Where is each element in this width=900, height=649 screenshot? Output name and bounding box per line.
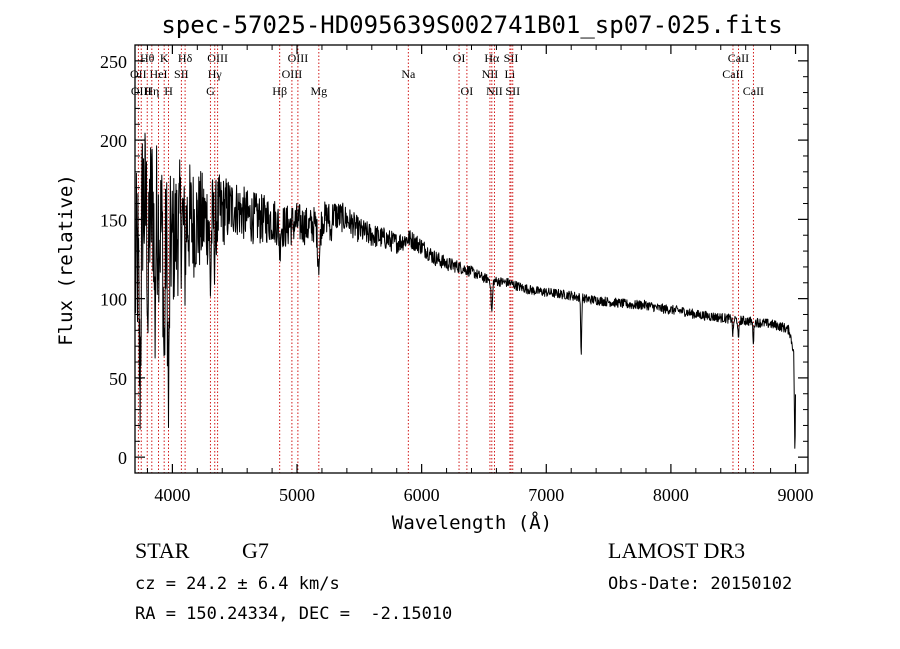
obs-date: Obs-Date: 20150102 (608, 574, 792, 594)
chart-title: spec-57025-HD095639S002741B01_sp07-025.f… (161, 11, 782, 39)
object-class: STAR (135, 538, 190, 563)
redshift-velocity: cz = 24.2 ± 6.4 km/s (135, 574, 340, 594)
survey-name: LAMOST DR3 (608, 538, 745, 563)
line-marker-label: OIII (288, 51, 309, 65)
line-marker-label: Hη (144, 84, 159, 98)
spectrum-series (134, 132, 796, 449)
line-marker-label: G (206, 84, 215, 98)
line-marker-label: Hγ (208, 67, 223, 81)
x-axis: 4000 5000 6000 7000 8000 9000 (146, 45, 814, 505)
x-tick-label: 6000 (404, 485, 440, 505)
line-marker-label: Hα (484, 51, 500, 65)
line-marker-label: Hβ (272, 84, 287, 98)
y-tick-label: 200 (100, 131, 127, 151)
line-marker-label: NII (486, 84, 503, 98)
spectrum-line (134, 132, 796, 449)
y-tick-label: 50 (109, 369, 127, 389)
x-tick-label: 5000 (279, 485, 315, 505)
line-marker-label: SII (505, 84, 520, 98)
line-marker-label: OIII (207, 51, 228, 65)
line-marker-label: Hδ (178, 51, 193, 65)
line-marker-label: CaII (722, 67, 743, 81)
line-marker-label: Li (505, 67, 516, 81)
y-tick-label: 150 (100, 210, 127, 230)
line-marker-label: CaII (728, 51, 749, 65)
line-marker-label: OI (453, 51, 466, 65)
line-marker-label: SII (174, 67, 189, 81)
object-subclass: G7 (242, 538, 269, 563)
x-tick-label: 8000 (653, 485, 689, 505)
y-tick-label: 100 (100, 290, 127, 310)
y-axis-label: Flux (relative) (55, 174, 77, 346)
plot-frame (134, 44, 809, 474)
line-marker-label: OIII (282, 67, 303, 81)
line-marker-label: H (164, 84, 173, 98)
line-marker-label: OII (130, 67, 147, 81)
line-marker-label: HeI (150, 67, 168, 81)
line-marker-label: SII (504, 51, 519, 65)
line-marker-label: Na (401, 67, 416, 81)
x-tick-label: 4000 (154, 485, 190, 505)
x-tick-label: 7000 (528, 485, 564, 505)
y-tick-label: 250 (100, 52, 127, 72)
line-marker-label: K (160, 51, 169, 65)
line-marker-label: Hθ (140, 51, 155, 65)
line-marker-label: NII (482, 67, 499, 81)
line-marker-label: CaII (743, 84, 764, 98)
x-axis-label: Wavelength (Å) (392, 511, 552, 534)
ra-dec: RA = 150.24334, DEC = -2.15010 (135, 604, 452, 624)
line-marker-label: OIII (131, 84, 152, 98)
line-marker-label: OI (461, 84, 474, 98)
y-axis: 0 50 100 150 200 250 (100, 52, 808, 468)
y-tick-label: 0 (118, 448, 127, 468)
x-tick-label: 9000 (778, 485, 814, 505)
line-marker-label: Mg (310, 84, 327, 98)
